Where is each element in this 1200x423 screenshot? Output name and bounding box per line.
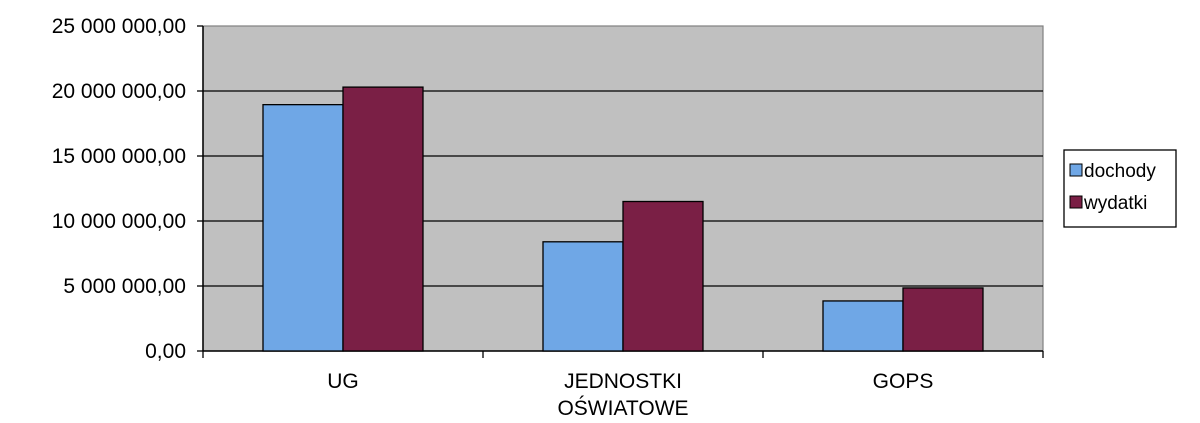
- y-tick-label: 10 000 000,00: [52, 210, 186, 233]
- legend-swatch-wydatki: [1069, 195, 1083, 209]
- legend-label-wydatki: wydatki: [1083, 193, 1147, 214]
- legend-box: [1063, 149, 1177, 228]
- y-tick-label: 15 000 000,00: [52, 145, 186, 168]
- bar-wydatki: [622, 200, 704, 352]
- x-tick-label: GOPS: [873, 370, 934, 393]
- bar-wydatki: [902, 287, 984, 352]
- bar-wydatki: [342, 86, 424, 352]
- x-tick-label: JEDNOSTKI: [564, 370, 682, 393]
- y-tick-label: 5 000 000,00: [63, 275, 186, 298]
- y-tick-label: 25 000 000,00: [52, 15, 186, 38]
- bar-dochody: [542, 241, 624, 352]
- bar-dochody: [262, 104, 344, 352]
- legend-swatch-dochody: [1069, 163, 1083, 177]
- x-tick-label: OŚWIATOWE: [557, 396, 688, 420]
- y-tick-label: 20 000 000,00: [52, 80, 186, 103]
- x-tick-label: UG: [327, 370, 359, 393]
- bar-dochody: [822, 300, 904, 352]
- legend-label-dochody: dochody: [1084, 161, 1156, 182]
- y-tick-label: 0,00: [145, 340, 186, 363]
